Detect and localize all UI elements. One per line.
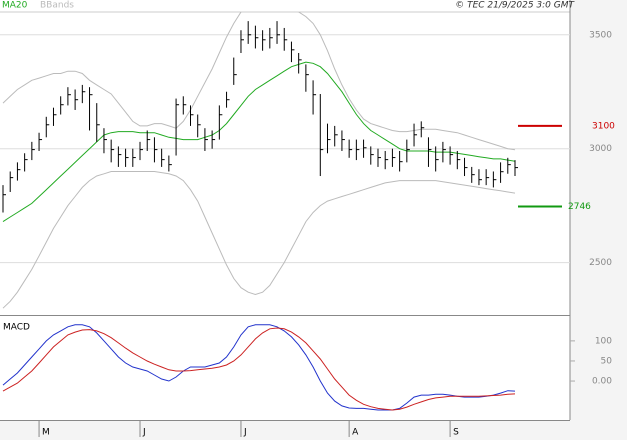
- x-tick-label: J: [142, 428, 146, 438]
- bband-lower: [2, 171, 516, 309]
- axis-area: [570, 0, 627, 440]
- x-tick-label: M: [42, 428, 50, 438]
- macd-title: MACD: [3, 323, 30, 333]
- y-tick-label: 50: [601, 356, 613, 366]
- legend-bbands: BBands: [40, 1, 74, 11]
- y-tick-label: 3500: [589, 30, 612, 40]
- y-tick-label: 2500: [589, 258, 612, 268]
- bband-upper: [2, 12, 516, 151]
- y-tick-label: 3000: [589, 144, 612, 154]
- y-tick-label: 0.00: [592, 377, 612, 387]
- y-tick-label: 100: [595, 336, 612, 346]
- macd-line: [2, 324, 516, 411]
- x-tick-label: J: [243, 428, 247, 438]
- legend-ma20: MA20: [2, 1, 28, 11]
- x-tick-label: A: [352, 428, 359, 438]
- ma-line: [2, 61, 516, 223]
- macd-line: [2, 327, 516, 411]
- source: © TEC 21/9/2025 3:0 GMT: [455, 1, 575, 11]
- level-label: 2746: [568, 202, 591, 212]
- level-label: 3100: [592, 121, 615, 131]
- x-tick-label: S: [453, 428, 459, 438]
- date-area: [0, 420, 570, 440]
